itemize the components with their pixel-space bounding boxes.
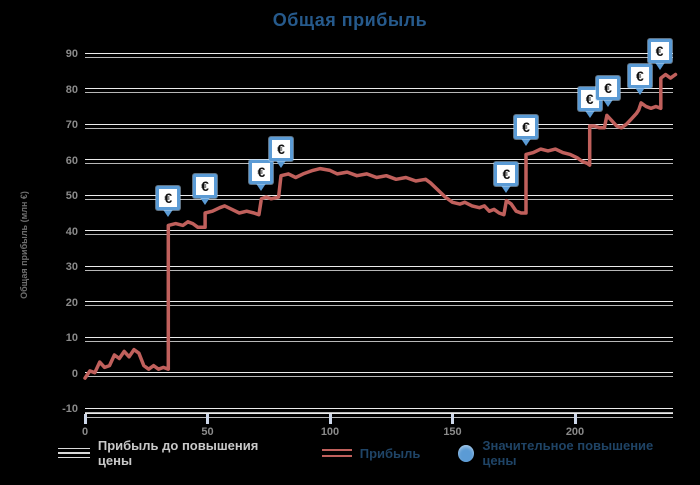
euro-marker-icon: € xyxy=(156,186,181,211)
gridline xyxy=(85,230,673,235)
y-tick-label: 40 xyxy=(65,225,78,238)
euro-marker-icon: € xyxy=(514,115,538,140)
x-axis-tick xyxy=(206,414,209,424)
y-tick-label: 50 xyxy=(65,190,78,202)
euro-marker-pointer xyxy=(275,158,287,168)
legend-item-price-increase: Значительное повышение цены xyxy=(458,438,678,468)
gridline xyxy=(85,407,673,413)
x-axis-tick xyxy=(573,414,577,424)
red-line-swatch-icon xyxy=(321,448,352,458)
gridline xyxy=(85,372,673,377)
x-axis-tick xyxy=(83,414,87,424)
chart-title: Общая прибыль xyxy=(272,10,428,30)
euro-marker-pointer xyxy=(653,61,666,71)
y-tick-label: 90 xyxy=(65,48,78,60)
euro-marker-icon: € xyxy=(596,76,621,101)
euro-marker-pointer xyxy=(199,195,212,205)
blue-circle-swatch-icon xyxy=(458,444,475,462)
y-tick-label: 30 xyxy=(65,261,78,273)
y-tick-label: 70 xyxy=(65,119,78,131)
gray-line-swatch-icon xyxy=(58,447,90,459)
euro-marker-icon: € xyxy=(494,161,519,186)
gridline xyxy=(85,159,673,164)
gridline xyxy=(85,123,673,129)
euro-marker-pointer xyxy=(500,183,513,193)
legend-label-price-increase: Значительное повышение цены xyxy=(482,438,654,468)
gridline xyxy=(85,52,673,58)
euro-marker-icon: € xyxy=(627,63,652,88)
y-tick-label: 10 xyxy=(65,332,78,344)
legend-label-baseline: Прибыль до повышения цены xyxy=(97,438,259,468)
euro-marker-pointer xyxy=(602,98,615,108)
y-tick-label: 60 xyxy=(65,154,78,167)
euro-marker-icon: € xyxy=(193,173,218,198)
euro-marker-pointer xyxy=(583,109,596,118)
legend-item-baseline: Прибыль до повышения цены xyxy=(58,438,284,468)
x-axis-tick xyxy=(328,414,332,424)
legend-label-profit: Прибыль xyxy=(359,445,421,461)
euro-marker-pointer xyxy=(633,85,646,95)
x-axis-tick xyxy=(451,414,454,424)
x-tick-label: 50 xyxy=(201,426,214,438)
x-tick-label: 200 xyxy=(565,426,585,438)
x-tick-label: 150 xyxy=(443,426,462,438)
y-tick-label: 20 xyxy=(65,296,78,309)
euro-marker-pointer xyxy=(520,137,532,147)
euro-marker-icon: € xyxy=(647,39,672,64)
legend: Прибыль до повышения цены Прибыль Значит… xyxy=(58,438,678,468)
y-tick-label: -10 xyxy=(62,403,78,415)
euro-marker-icon: € xyxy=(249,159,274,184)
euro-marker-icon: € xyxy=(269,136,293,161)
x-tick-label: 0 xyxy=(81,426,89,438)
x-tick-label: 100 xyxy=(320,426,340,438)
legend-item-profit: Прибыль xyxy=(321,445,421,461)
euro-marker-pointer xyxy=(255,181,268,191)
gridline xyxy=(85,194,673,200)
y-tick-label: 80 xyxy=(65,83,78,96)
euro-marker-pointer xyxy=(162,208,175,218)
y-tick-label: 0 xyxy=(71,367,78,380)
gridline xyxy=(85,301,673,306)
gridline xyxy=(85,336,673,342)
x-axis-line xyxy=(85,413,673,418)
gridline xyxy=(85,265,673,271)
gridline xyxy=(85,88,673,93)
